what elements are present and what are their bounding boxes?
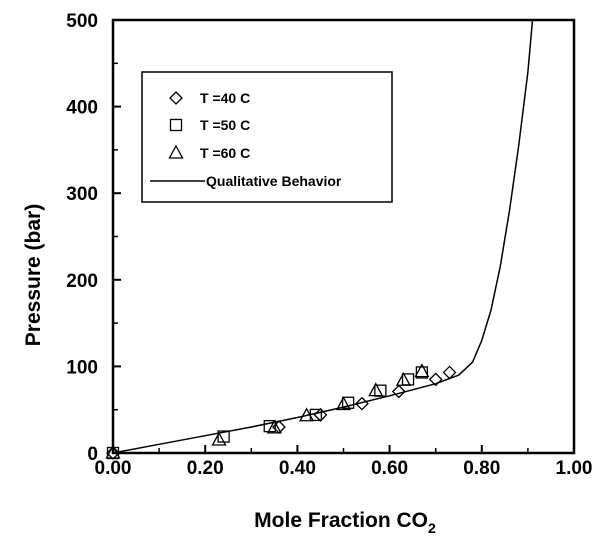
legend-square-swatch xyxy=(169,118,183,132)
y-axis-title: Pressure (bar) xyxy=(22,204,45,346)
square-marker xyxy=(374,384,387,397)
legend-label: T =60 C xyxy=(200,145,250,161)
x-axis-title-subscript: 2 xyxy=(428,520,436,536)
diamond-marker xyxy=(391,384,406,399)
legend-diamond-swatch xyxy=(169,91,183,105)
x-axis-title-main: Mole Fraction CO xyxy=(254,509,428,532)
triangle-marker xyxy=(395,371,412,386)
square-marker xyxy=(415,366,429,379)
x-tick-label: 0.20 xyxy=(187,458,224,479)
x-tick-label: 0.00 xyxy=(95,458,132,479)
y-tick-label: 200 xyxy=(66,271,98,292)
triangle-marker xyxy=(368,382,384,397)
legend-items: T =40 C T =50 C T =60 C Qualitative Behavio… xyxy=(150,90,342,189)
triangle-marker xyxy=(211,431,227,446)
triangle-marker xyxy=(266,419,282,434)
x-tick-label: 0.60 xyxy=(371,458,408,479)
diamond-marker xyxy=(428,372,443,387)
triangle-marker xyxy=(414,363,430,378)
y-tick-label: 400 xyxy=(66,98,98,119)
x-tick-label: 1.00 xyxy=(556,458,593,479)
y-tick-label: 300 xyxy=(66,184,98,205)
qualitative-behavior-line xyxy=(112,19,534,454)
legend-label: T =50 C xyxy=(200,117,250,133)
y-tick-label: 500 xyxy=(66,11,98,32)
x-tick-label: 0.40 xyxy=(279,458,316,479)
legend-triangle-swatch xyxy=(168,144,184,159)
legend-label: Qualitative Behavior xyxy=(206,173,342,189)
triangle-marker xyxy=(335,396,352,411)
x-axis-title: Mole Fraction CO2 xyxy=(254,509,436,536)
y-tick-label: 100 xyxy=(66,357,98,378)
y-tick-label: 0 xyxy=(87,444,98,465)
x-tick-label: 0.80 xyxy=(463,458,500,479)
tick-labels: 0.00 0.20 0.40 0.60 0.80 1.00 0 100 200 300 400 500 xyxy=(66,11,592,479)
legend: T =40 C T =50 C T =60 C Qualitative Behavio… xyxy=(141,71,393,203)
legend-label: T =40 C xyxy=(200,90,250,106)
series-layer xyxy=(105,19,534,460)
square-marker xyxy=(341,396,355,409)
square-marker xyxy=(263,420,276,433)
